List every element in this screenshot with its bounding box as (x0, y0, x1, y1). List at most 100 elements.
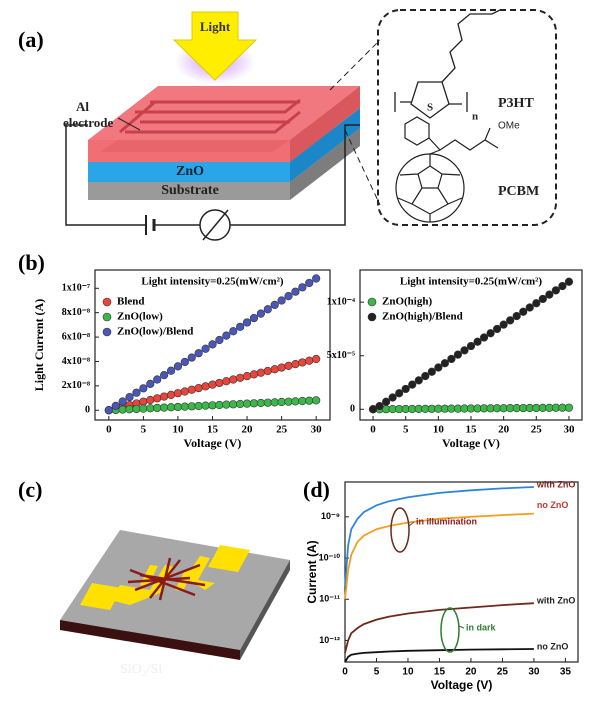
data-point (298, 396, 307, 406)
data-point (249, 370, 259, 379)
substrate-label: Substrate (161, 183, 219, 198)
plot-frame (344, 481, 579, 663)
data-point (236, 399, 245, 409)
data-point (194, 401, 203, 411)
y-tick-label: 1x10⁻⁴ (327, 296, 355, 307)
x-tick-label: 25 (497, 667, 509, 678)
light-label: Light (200, 19, 231, 34)
data-point (277, 363, 286, 372)
sulfur-label: S (427, 102, 433, 114)
data-point (277, 296, 286, 305)
data-point (270, 300, 279, 309)
data-point (180, 402, 189, 411)
data-point (506, 316, 515, 325)
data-point (215, 400, 224, 410)
data-point (270, 398, 279, 407)
data-point (312, 396, 321, 405)
data-point (208, 340, 217, 349)
x-tick-label: 10 (433, 424, 445, 436)
data-point (298, 358, 307, 367)
x-tick-label: 5 (374, 667, 380, 678)
x-tick-label: 15 (207, 424, 219, 436)
data-point (305, 278, 314, 288)
data-point (229, 400, 238, 409)
y-axis-label: Light Current (A) (32, 299, 46, 391)
zno-side (290, 108, 360, 182)
annotation-pointer (408, 521, 415, 527)
data-point (284, 291, 293, 301)
data-point (132, 388, 141, 397)
data-point (146, 404, 155, 413)
data-point (473, 337, 482, 346)
data-point (146, 379, 155, 389)
legend-marker (102, 312, 112, 322)
data-point (388, 393, 397, 402)
y-tick-label: 0 (85, 405, 90, 416)
data-point (408, 380, 417, 389)
data-point (146, 395, 155, 405)
data-point (256, 368, 265, 377)
data-point (551, 286, 560, 295)
x-tick-label: 15 (466, 424, 478, 436)
data-point (242, 399, 252, 408)
y-tick-label: 10⁻¹² (319, 635, 340, 645)
series-label: with ZnO (536, 596, 576, 606)
y-tick-label: 0 (350, 404, 355, 415)
data-point (173, 362, 183, 371)
electrode-label: electrode (63, 115, 114, 130)
data-point (132, 404, 141, 414)
data-point (222, 331, 231, 340)
data-point (222, 377, 231, 386)
x-tick-label: 30 (311, 424, 323, 436)
data-point (519, 307, 528, 316)
data-point (242, 318, 252, 327)
ome-label: OMe (498, 121, 520, 132)
data-point (291, 287, 300, 296)
pointer (117, 117, 141, 131)
zno-front (88, 162, 290, 182)
p3ht-label: P3HT (498, 96, 534, 111)
chart-title: Light intensity=0.25(mW/cm²) (400, 276, 543, 288)
x-tick-label: 0 (106, 424, 112, 436)
data-point (180, 387, 189, 396)
annotation-ellipse (390, 507, 410, 553)
series-label: no ZnO (537, 641, 569, 651)
chart: 0 5 10 15 20 25 30 0 5x10⁻⁵ 1x10⁻⁴ Light intensity… (327, 269, 583, 450)
data-point (263, 305, 272, 314)
data-point (187, 402, 196, 411)
data-point (236, 322, 245, 331)
legend-marker (367, 312, 377, 322)
data-point (305, 396, 314, 405)
circuit (65, 124, 360, 226)
data-point (263, 398, 272, 407)
panel-label: (a) (18, 27, 44, 52)
data-point (256, 398, 265, 408)
data-point (291, 397, 300, 406)
data-point (538, 294, 547, 304)
al-side (290, 86, 360, 162)
data-point (466, 341, 476, 351)
data-point (421, 371, 430, 381)
zoom-line (329, 39, 381, 91)
series-label: with ZnO (536, 479, 576, 489)
annotation: in illumination (416, 516, 477, 526)
electrode-label: Al (76, 99, 89, 114)
x-tick-label: 35 (560, 667, 572, 678)
x-tick-label: 5 (403, 424, 409, 436)
x-axis-label: Voltage (V) (184, 436, 242, 450)
data-point (118, 405, 127, 414)
data-line (344, 648, 534, 663)
data-point (180, 357, 189, 367)
data-point (440, 359, 449, 368)
panel-label: (d) (303, 477, 330, 502)
x-tick-label: 30 (528, 667, 540, 678)
data-point (139, 397, 148, 406)
data-point (153, 403, 162, 413)
chart-title: Light intensity=0.25(mW/cm²) (141, 276, 284, 288)
data-point (194, 349, 203, 358)
data-point (166, 390, 176, 399)
chip-side (240, 560, 290, 660)
data-point (139, 404, 148, 413)
data-point (564, 403, 574, 412)
y-tick-label: 10⁻⁹ (321, 511, 340, 521)
